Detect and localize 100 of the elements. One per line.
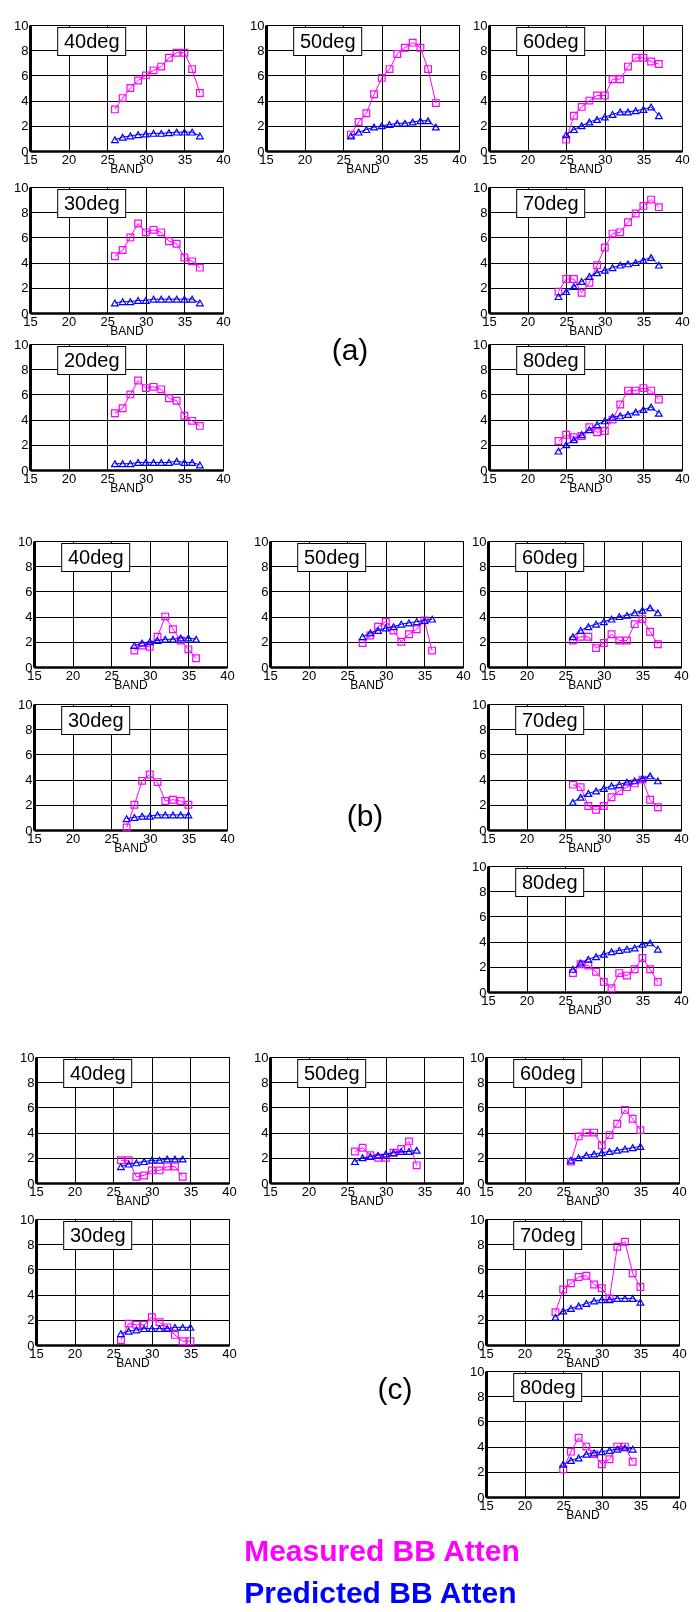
chart-title: 50deg <box>296 1059 367 1088</box>
chart-title: 80deg <box>515 346 586 375</box>
point <box>140 1171 149 1180</box>
point <box>593 261 602 270</box>
x-tick-label: 40 <box>672 1183 687 1199</box>
point <box>613 1294 622 1302</box>
point <box>195 421 204 430</box>
point <box>582 1128 591 1137</box>
x-tick-label: 35 <box>177 470 193 486</box>
point <box>110 409 119 418</box>
point <box>172 457 181 465</box>
point <box>599 784 608 792</box>
text: Measured BB Atten <box>244 1533 520 1569</box>
point <box>431 99 440 108</box>
point <box>358 639 367 648</box>
point <box>431 123 440 131</box>
point <box>569 283 578 291</box>
y-tick-label: 2 <box>27 1312 35 1328</box>
chart-title: 20deg <box>56 346 127 375</box>
x-tick-label: 40 <box>222 1183 237 1199</box>
point <box>590 1280 599 1289</box>
text: (a) <box>331 333 369 367</box>
y-tick-label: 6 <box>480 386 488 402</box>
x-tick-label: 40 <box>672 1497 687 1513</box>
point <box>130 800 139 809</box>
point <box>178 1155 187 1163</box>
point <box>157 385 166 394</box>
point <box>562 430 571 439</box>
point <box>554 287 563 296</box>
point <box>566 1304 575 1312</box>
point <box>576 632 585 641</box>
point <box>180 458 189 466</box>
point <box>370 123 379 131</box>
point <box>412 618 421 626</box>
x-tick-label: 20 <box>517 1497 533 1513</box>
x-tick-label: 20 <box>67 1183 83 1199</box>
point <box>554 293 563 301</box>
point <box>631 259 640 267</box>
point <box>654 112 663 120</box>
y-tick-label: 4 <box>27 1287 35 1303</box>
point <box>628 1269 637 1278</box>
point <box>623 945 631 953</box>
x-tick-label: 40 <box>216 313 231 329</box>
x-tick-label: 40 <box>675 313 690 329</box>
point <box>638 615 647 624</box>
point <box>607 984 616 993</box>
point <box>172 295 181 303</box>
point <box>124 1156 133 1165</box>
y-tick-label: 6 <box>480 67 488 83</box>
point <box>171 1330 179 1339</box>
point <box>615 613 624 621</box>
point <box>605 1446 614 1454</box>
point <box>153 811 162 819</box>
x-tick-label: 40 <box>674 667 689 683</box>
point <box>653 977 662 986</box>
point <box>163 1155 172 1163</box>
point <box>161 811 170 819</box>
point <box>639 384 648 393</box>
point <box>623 778 631 786</box>
y-tick-label: 4 <box>480 93 488 109</box>
point <box>554 437 563 445</box>
chart-title: 40deg <box>62 1059 133 1088</box>
point <box>562 441 571 449</box>
point <box>389 623 398 631</box>
point <box>621 1237 629 1246</box>
x-tick-label: 35 <box>417 1183 433 1199</box>
x-tick-label: 40 <box>675 151 690 167</box>
y-tick-label: 8 <box>480 42 488 58</box>
y-tick-label: 2 <box>480 280 488 296</box>
point <box>126 84 135 92</box>
x-tick-label: 40 <box>674 992 689 1008</box>
point <box>577 122 586 130</box>
point <box>134 76 143 85</box>
point <box>110 299 119 307</box>
point <box>350 1147 359 1156</box>
chart-title: 70deg <box>515 189 586 218</box>
y-tick-label: 4 <box>261 1125 269 1141</box>
y-tick-label: 2 <box>257 118 265 134</box>
point <box>110 460 119 468</box>
point <box>161 635 170 643</box>
point <box>613 1242 622 1251</box>
point <box>616 228 625 237</box>
y-tick-label: 4 <box>479 772 487 788</box>
point <box>597 1149 606 1157</box>
point <box>647 254 656 262</box>
y-tick-label: 4 <box>21 412 29 428</box>
point <box>374 626 383 634</box>
point <box>362 109 371 118</box>
point <box>145 812 154 820</box>
x-tick-label: 20 <box>517 1345 533 1361</box>
point <box>195 299 204 307</box>
point <box>562 288 571 296</box>
y-tick-label: 4 <box>477 1125 485 1141</box>
point <box>116 1330 125 1338</box>
point <box>636 1298 645 1306</box>
y-tick-label: 6 <box>25 746 33 762</box>
point <box>593 269 602 277</box>
y-tick-label: 8 <box>257 42 265 58</box>
y-tick-label: 4 <box>480 412 488 428</box>
y-tick-label: 6 <box>261 583 269 599</box>
